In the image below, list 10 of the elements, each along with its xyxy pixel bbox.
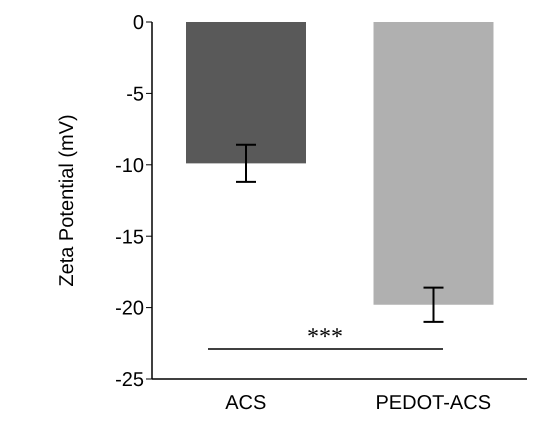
y-tick-label: -20: [115, 298, 144, 320]
y-axis-title: Zeta Potential (mV): [56, 114, 78, 287]
y-tick-label: 0: [132, 12, 144, 34]
y-tick-label: -25: [115, 369, 144, 392]
annotation: ***: [307, 324, 343, 350]
y-tick-label: -5: [126, 84, 144, 106]
x-tick-label: ACS: [225, 392, 266, 414]
y-tick-label: -10: [115, 154, 144, 177]
x-tick-label: PEDOT-ACS: [375, 392, 492, 414]
y-tick-label: -15: [115, 226, 144, 248]
